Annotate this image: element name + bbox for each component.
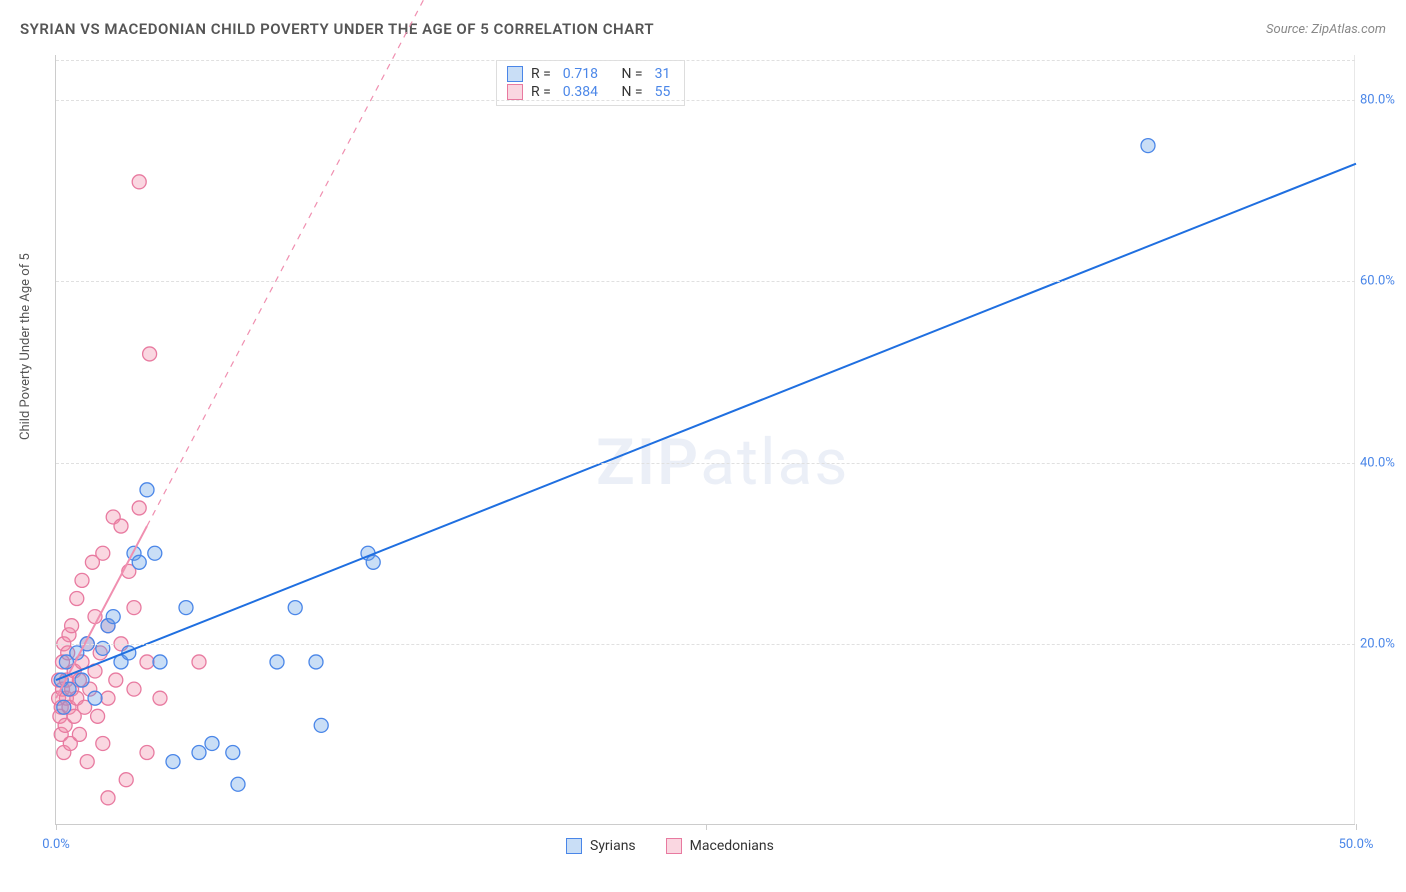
data-point-macedonians [153,691,167,705]
swatch-macedonians [507,84,523,100]
legend-row-macedonians: R = 0.384 N = 55 [507,83,674,101]
data-point-syrians [309,655,323,669]
data-point-syrians [270,655,284,669]
y-axis-label: Child Poverty Under the Age of 5 [18,253,33,440]
data-point-macedonians [96,546,110,560]
swatch-syrians-bottom [566,838,582,854]
data-point-macedonians [101,691,115,705]
title-bar: SYRIAN VS MACEDONIAN CHILD POVERTY UNDER… [20,20,1386,38]
data-point-macedonians [132,501,146,515]
data-point-macedonians [91,709,105,723]
gridline-h [56,281,1355,282]
gridline-h [56,100,1355,101]
legend-correlation: R = 0.718 N = 31 R = 0.384 N = 55 [496,60,685,106]
data-point-macedonians [114,519,128,533]
scatter-chart [56,55,1355,824]
legend-label-syrians: Syrians [590,838,636,854]
data-point-macedonians [75,573,89,587]
chart-title: SYRIAN VS MACEDONIAN CHILD POVERTY UNDER… [20,20,654,38]
data-point-macedonians [80,755,94,769]
x-tick-label: 50.0% [1339,837,1374,852]
data-point-macedonians [143,347,157,361]
data-point-syrians [288,601,302,615]
data-point-syrians [88,691,102,705]
data-point-syrians [192,746,206,760]
trend-line-ext-macedonians [147,0,485,526]
data-point-syrians [166,755,180,769]
r-value-syrians: 0.718 [563,66,598,82]
swatch-macedonians-bottom [666,838,682,854]
y-tick-label: 60.0% [1360,274,1406,289]
data-point-syrians [205,736,219,750]
data-point-macedonians [132,175,146,189]
r-label: R = [531,84,551,100]
data-point-macedonians [65,619,79,633]
data-point-macedonians [72,727,86,741]
r-label: R = [531,66,551,82]
legend-row-syrians: R = 0.718 N = 31 [507,65,674,83]
swatch-syrians [507,66,523,82]
data-point-syrians [132,555,146,569]
plot-area: ZIPatlas R = 0.718 N = 31 R = 0.384 N = … [55,55,1355,825]
data-point-syrians [314,718,328,732]
data-point-macedonians [127,601,141,615]
data-point-macedonians [101,791,115,805]
data-point-syrians [1141,139,1155,153]
legend-item-macedonians: Macedonians [666,838,774,854]
data-point-syrians [75,673,89,687]
x-tick-mark [706,824,707,830]
data-point-macedonians [109,673,123,687]
data-point-syrians [106,610,120,624]
y-tick-label: 20.0% [1360,636,1406,651]
data-point-syrians [140,483,154,497]
data-point-syrians [153,655,167,669]
data-point-macedonians [127,682,141,696]
data-point-syrians [366,555,380,569]
y-tick-label: 80.0% [1360,93,1406,108]
x-tick-mark [56,824,57,830]
trend-line-syrians [56,164,1356,680]
data-point-macedonians [192,655,206,669]
data-point-macedonians [96,736,110,750]
source-text: Source: ZipAtlas.com [1266,22,1386,37]
legend-item-syrians: Syrians [566,838,636,854]
n-label: N = [621,66,642,82]
data-point-macedonians [140,655,154,669]
x-tick-label: 0.0% [42,837,70,852]
data-point-macedonians [70,592,84,606]
gridline-h [56,60,1355,61]
legend-series: Syrians Macedonians [566,838,774,854]
n-label: N = [621,84,642,100]
data-point-syrians [231,777,245,791]
data-point-macedonians [140,746,154,760]
r-value-macedonians: 0.384 [563,84,598,100]
data-point-syrians [179,601,193,615]
n-value-syrians: 31 [655,66,671,82]
data-point-macedonians [119,773,133,787]
gridline-h [56,644,1355,645]
n-value-macedonians: 55 [655,84,671,100]
y-tick-label: 40.0% [1360,455,1406,470]
gridline-h [56,463,1355,464]
data-point-syrians [226,746,240,760]
x-tick-mark [1356,824,1357,830]
legend-label-macedonians: Macedonians [690,838,774,854]
data-point-syrians [57,700,71,714]
data-point-syrians [148,546,162,560]
